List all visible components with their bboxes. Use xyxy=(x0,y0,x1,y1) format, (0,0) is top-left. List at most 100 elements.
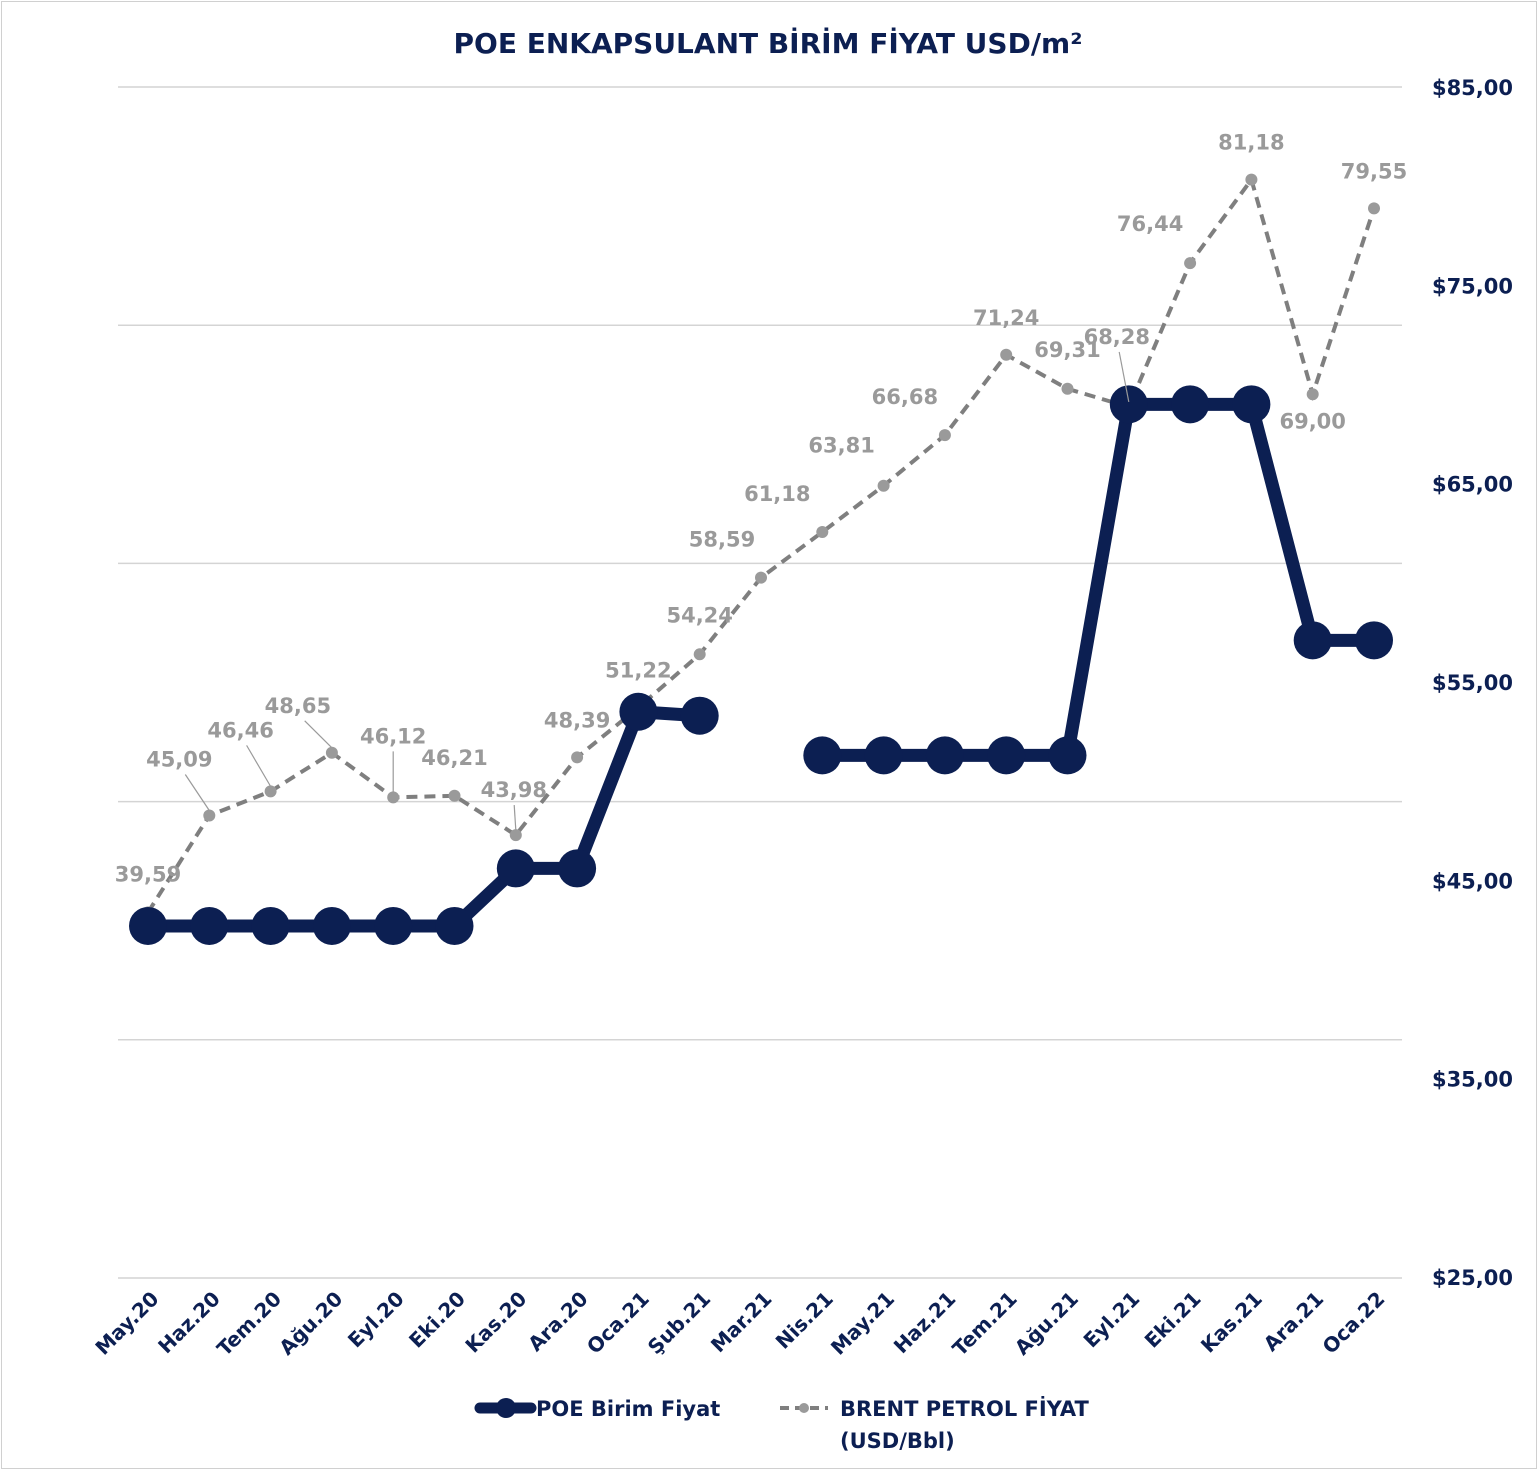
brent-data-label: 51,22 xyxy=(605,659,671,683)
poe-point xyxy=(925,736,964,775)
brent-data-label: 46,21 xyxy=(421,746,487,770)
leader-line xyxy=(513,805,517,831)
x-tick-label: Tem.21 xyxy=(948,1287,1022,1361)
brent-point xyxy=(387,791,400,804)
brent-data-label: 54,24 xyxy=(666,603,732,627)
x-tick-label: Haz.21 xyxy=(889,1287,961,1359)
poe-point xyxy=(129,906,167,945)
brent-point xyxy=(1306,388,1319,401)
leader-line xyxy=(1118,351,1130,403)
y-tick-label: $85,00 xyxy=(1432,76,1513,100)
brent-data-label: 46,12 xyxy=(360,724,426,748)
brent-data-label: 61,18 xyxy=(744,482,810,506)
poe-point xyxy=(680,696,719,735)
legend: POE Birim Fiyat BRENT PETROL FİYAT (USD/… xyxy=(474,1396,1089,1453)
x-tick-label: Kas.21 xyxy=(1196,1287,1267,1358)
x-tick-label: Eyl.20 xyxy=(343,1287,409,1353)
chart-title: POE ENKAPSULANT BİRİM FİYAT USD/m² xyxy=(454,26,1083,60)
brent-data-label: 43,98 xyxy=(481,778,547,802)
x-tick-label: May.21 xyxy=(826,1287,899,1360)
poe-point xyxy=(1048,736,1087,775)
poe-point xyxy=(803,736,842,775)
brent-point xyxy=(693,648,706,661)
x-tick-label: May.20 xyxy=(90,1287,163,1360)
brent-data-label: 68,28 xyxy=(1084,325,1150,349)
brent-data-label: 69,00 xyxy=(1279,409,1345,433)
poe-point xyxy=(864,736,903,775)
brent-series xyxy=(142,173,1380,919)
brent-data-label: 48,39 xyxy=(544,708,610,732)
right-y-axis: $85,00 $75,00 $65,00 $55,00 $45,00 $35,00 $25,… xyxy=(1432,76,1513,1290)
poe-point xyxy=(1355,621,1393,660)
brent-point xyxy=(938,429,951,442)
poe-point xyxy=(1109,385,1148,424)
x-tick-label: Oca.21 xyxy=(582,1287,654,1359)
poe-point xyxy=(374,906,413,945)
x-tick-label: Ağu.21 xyxy=(1010,1287,1083,1360)
x-tick-label: Eki.20 xyxy=(404,1287,470,1353)
poe-point xyxy=(558,849,597,888)
y-tick-label: $35,00 xyxy=(1432,1068,1513,1092)
y-tick-label: $45,00 xyxy=(1432,869,1513,893)
x-tick-label: Kas.20 xyxy=(460,1287,531,1358)
brent-data-label: 39,59 xyxy=(115,862,181,886)
leader-line xyxy=(304,720,333,749)
poe-line xyxy=(148,705,701,933)
legend-poe-marker xyxy=(496,1398,516,1418)
brent-data-label: 81,18 xyxy=(1218,131,1284,155)
gridlines xyxy=(118,86,1402,1279)
poe-point xyxy=(1293,621,1332,660)
x-tick-label: Ağu.20 xyxy=(274,1287,347,1360)
brent-data-label: 79,55 xyxy=(1341,159,1407,183)
brent-point xyxy=(816,526,829,539)
poe-point xyxy=(987,736,1026,775)
leader-line xyxy=(184,774,210,811)
brent-data-label: 66,68 xyxy=(872,385,938,409)
poe-point xyxy=(1171,385,1210,424)
legend-brent-label: BRENT PETROL FİYAT xyxy=(840,1396,1089,1421)
x-tick-label: Haz.20 xyxy=(153,1287,225,1359)
brent-data-label: 63,81 xyxy=(808,434,874,458)
poe-point xyxy=(190,906,229,945)
brent-point xyxy=(448,789,461,802)
brent-point xyxy=(1061,382,1074,395)
x-tick-label: Eyl.21 xyxy=(1079,1287,1145,1353)
legend-poe-label: POE Birim Fiyat xyxy=(536,1397,720,1421)
brent-point xyxy=(571,751,584,764)
x-tick-label: Ara.21 xyxy=(1259,1287,1328,1356)
brent-point xyxy=(755,571,767,584)
brent-data-label: 46,46 xyxy=(207,718,273,742)
brent-data-label: 69,31 xyxy=(1034,338,1100,362)
poe-point xyxy=(496,849,535,888)
brent-data-label: 71,24 xyxy=(973,306,1039,330)
x-tick-label: Eki.21 xyxy=(1140,1287,1206,1353)
poe-line xyxy=(822,397,1374,762)
brent-point xyxy=(1368,202,1380,215)
brent-data-label: 76,44 xyxy=(1117,212,1183,236)
poe-point xyxy=(435,906,474,945)
y-tick-label: $75,00 xyxy=(1432,274,1513,298)
brent-point xyxy=(509,829,522,842)
brent-point xyxy=(264,785,277,798)
x-tick-label: Şub.21 xyxy=(643,1287,715,1359)
y-tick-label: $55,00 xyxy=(1432,671,1513,695)
x-tick-label: Tem.20 xyxy=(212,1287,286,1361)
y-tick-label: $65,00 xyxy=(1432,473,1513,497)
poe-series xyxy=(129,385,1393,945)
brent-data-label: 58,59 xyxy=(689,528,755,552)
x-tick-label: Oca.22 xyxy=(1318,1287,1390,1359)
x-tick-label: Ara.20 xyxy=(523,1287,592,1356)
poe-point xyxy=(1232,385,1271,424)
legend-brent-marker xyxy=(799,1403,809,1413)
brent-data-label: 48,65 xyxy=(265,694,331,718)
brent-data-label: 45,09 xyxy=(146,748,212,772)
brent-point xyxy=(1245,173,1258,186)
poe-point xyxy=(619,692,658,731)
poe-point xyxy=(251,906,290,945)
leader-line xyxy=(246,745,272,787)
brent-point xyxy=(877,479,890,492)
brent-point xyxy=(1184,257,1197,270)
